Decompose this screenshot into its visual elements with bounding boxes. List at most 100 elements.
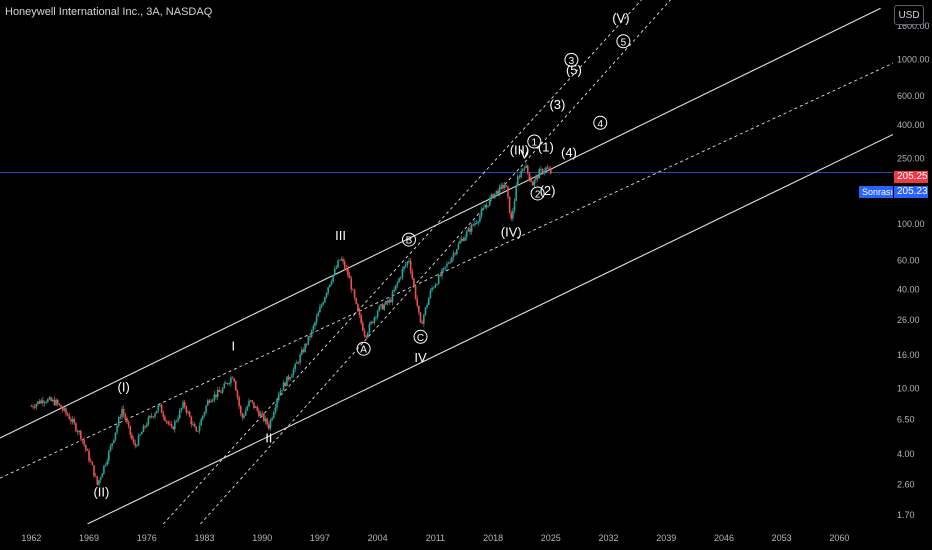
candle-body	[330, 281, 333, 285]
trend-line-solid	[87, 134, 893, 524]
candle-body	[541, 169, 544, 174]
candle-body	[249, 400, 252, 402]
candle-body	[536, 176, 539, 179]
trend-line-dashed	[162, 0, 642, 524]
candle-body	[259, 413, 262, 417]
candle-body	[114, 432, 117, 440]
candle-body	[540, 169, 542, 170]
candle-body	[139, 434, 141, 436]
candle-body	[418, 305, 420, 313]
candle-body	[187, 411, 189, 413]
candle-body	[460, 238, 463, 241]
candle-body	[190, 416, 193, 425]
candle-body	[274, 407, 277, 413]
candle-body	[310, 330, 313, 337]
candle-body	[320, 304, 323, 308]
currency-button[interactable]: USD	[894, 5, 924, 25]
candle-body	[429, 290, 432, 298]
x-tick-label: 1976	[137, 533, 157, 543]
candle-body	[533, 179, 536, 186]
candle-body	[550, 169, 552, 174]
candle-body	[202, 415, 204, 420]
candle-body	[159, 404, 161, 406]
candle-body	[99, 477, 102, 481]
wave-label-circle	[413, 329, 428, 344]
candle-body	[134, 442, 137, 446]
candle-body	[360, 315, 362, 323]
candle-body	[314, 322, 316, 327]
candle-body	[488, 198, 491, 206]
candle-body	[96, 476, 99, 485]
candle-body	[165, 420, 168, 422]
candle-body	[84, 444, 87, 450]
candle-body	[68, 415, 71, 420]
candle-body	[319, 307, 321, 313]
candle-body	[35, 404, 38, 408]
candle-body	[304, 343, 306, 352]
candle-body	[391, 291, 394, 302]
candle-body	[371, 321, 374, 323]
candle-body	[160, 404, 163, 413]
candle-body	[363, 330, 366, 336]
candle-body	[192, 423, 194, 425]
candle-body	[167, 421, 170, 424]
candle-body	[398, 278, 400, 283]
candle-body	[333, 268, 336, 275]
candle-body	[213, 394, 216, 400]
candle-body	[246, 406, 249, 411]
candle-body	[119, 417, 122, 418]
candle-body	[300, 349, 303, 355]
candle-body	[480, 209, 483, 216]
candle-body	[266, 418, 268, 425]
candle-body	[370, 321, 372, 325]
candle-body	[464, 237, 466, 241]
candle-body	[231, 377, 234, 379]
candle-body	[89, 460, 92, 462]
wave-label: B	[406, 236, 413, 247]
candle-body	[548, 168, 550, 170]
wave-label: 3	[569, 56, 575, 67]
candle-body	[243, 415, 245, 418]
candle-body	[413, 278, 415, 287]
candle-body	[497, 190, 499, 194]
candle-body	[198, 425, 201, 432]
candle-body	[136, 445, 138, 447]
candle-body	[305, 343, 308, 345]
candle-body	[439, 274, 442, 276]
y-tick-label: 2.60	[897, 480, 915, 490]
candle-body	[106, 460, 108, 465]
candle-body	[183, 401, 186, 407]
y-tick-label: 26.00	[897, 315, 920, 325]
wave-label-circle	[401, 232, 416, 247]
candle-body	[482, 208, 484, 210]
candle-body	[188, 411, 191, 417]
candle-body	[287, 376, 290, 380]
candle-body	[442, 267, 445, 270]
candle-body	[75, 423, 77, 431]
y-tick-label: 600.00	[897, 91, 925, 101]
candle-body	[347, 269, 349, 276]
candle-body	[343, 261, 346, 269]
candle-body	[226, 383, 229, 385]
candle-body	[530, 179, 532, 182]
candle-body	[276, 400, 278, 408]
candle-body	[228, 383, 231, 385]
candle-body	[93, 465, 95, 476]
candle-body	[261, 413, 264, 415]
candle-body	[182, 401, 184, 409]
candle-body	[258, 410, 260, 417]
candle-body	[521, 168, 524, 171]
candle-body	[174, 421, 176, 430]
candle-body	[531, 181, 534, 186]
candle-body	[164, 416, 166, 421]
wave-label: (V)	[612, 10, 629, 25]
candle-body	[416, 298, 419, 306]
candle-body	[335, 267, 338, 269]
wave-label: III	[335, 228, 346, 243]
candle-body	[33, 407, 36, 408]
candle-body	[149, 415, 151, 418]
candle-body	[81, 438, 84, 441]
candle-body	[91, 461, 94, 466]
candle-body	[157, 405, 160, 411]
